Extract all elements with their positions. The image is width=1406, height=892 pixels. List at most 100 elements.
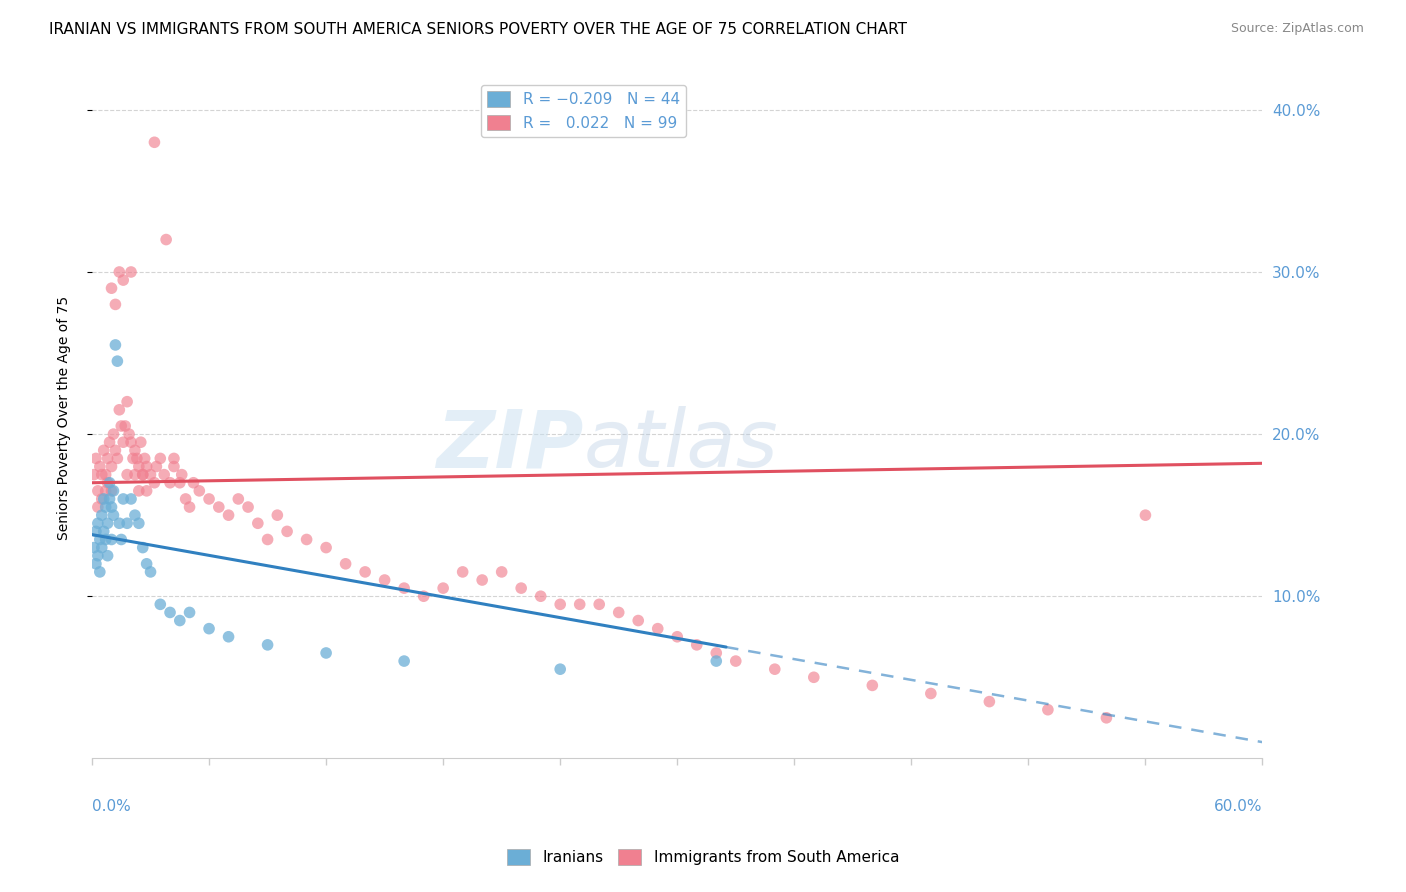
Point [647,622,669,636]
Point [139,565,162,579]
Point [104,297,127,311]
Point [153,467,176,482]
Point [108,402,131,417]
Point [256,638,278,652]
Point [704,646,727,660]
Point [471,573,494,587]
Point [90,508,112,523]
Point [128,516,150,531]
Point [129,435,152,450]
Point [143,136,166,150]
Point [860,678,883,692]
Point [724,654,747,668]
Point [1036,703,1059,717]
Text: 60.0%: 60.0% [1213,799,1263,814]
Point [103,508,125,523]
Point [108,265,131,279]
Point [979,695,1001,709]
Point [94,483,117,498]
Point [112,273,135,287]
Point [84,524,107,539]
Point [84,557,107,571]
Point [145,459,167,474]
Point [124,508,146,523]
Point [163,459,186,474]
Point [104,338,127,352]
Point [686,638,709,652]
Point [568,598,591,612]
Point [105,354,128,368]
Point [118,427,141,442]
Point [392,581,415,595]
Point [392,654,415,668]
Point [159,606,181,620]
Point [100,483,122,498]
Point [139,467,162,482]
Point [97,516,120,531]
Point [112,435,135,450]
Point [87,549,110,563]
Point [100,281,122,295]
Point [315,646,337,660]
Point [120,435,142,450]
Point [128,483,150,498]
Point [666,630,689,644]
Point [112,491,135,506]
Text: Source: ZipAtlas.com: Source: ZipAtlas.com [1230,22,1364,36]
Point [124,443,146,458]
Point [103,427,125,442]
Point [174,491,197,506]
Point [98,435,121,450]
Point [159,475,181,490]
Point [110,533,132,547]
Point [588,598,610,612]
Legend: Iranians, Immigrants from South America: Iranians, Immigrants from South America [501,843,905,871]
Point [155,233,177,247]
Point [108,516,131,531]
Point [627,614,650,628]
Point [134,451,156,466]
Point [124,467,146,482]
Point [1095,711,1118,725]
Point [228,491,250,506]
Point [704,654,727,668]
Y-axis label: Seniors Poverty Over the Age of 75: Seniors Poverty Over the Age of 75 [58,296,72,540]
Point [97,451,120,466]
Point [84,451,107,466]
Point [135,557,157,571]
Point [90,467,112,482]
Point [412,589,434,603]
Point [374,573,396,587]
Point [218,630,240,644]
Point [198,491,221,506]
Point [451,565,474,579]
Point [94,500,117,514]
Point [188,483,211,498]
Point [87,500,110,514]
Point [218,508,240,523]
Point [510,581,533,595]
Point [354,565,377,579]
Point [607,606,630,620]
Point [335,557,357,571]
Point [179,500,201,514]
Point [183,475,205,490]
Text: 0.0%: 0.0% [91,799,131,814]
Point [83,467,105,482]
Point [120,265,142,279]
Point [170,467,193,482]
Text: ZIP: ZIP [436,406,583,484]
Point [90,541,112,555]
Point [100,533,122,547]
Point [94,467,117,482]
Point [87,516,110,531]
Point [105,451,128,466]
Point [179,606,201,620]
Point [149,598,172,612]
Point [93,443,115,458]
Point [90,491,112,506]
Point [548,662,571,676]
Point [98,491,121,506]
Point [530,589,553,603]
Point [115,467,138,482]
